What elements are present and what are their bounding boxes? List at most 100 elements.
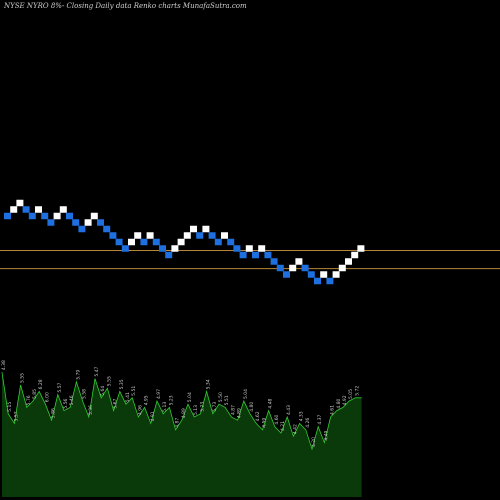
- volume-label: 5.05: [348, 389, 354, 399]
- volume-label: 4.26: [305, 418, 311, 428]
- renko-brick: [227, 238, 235, 246]
- renko-brick: [190, 225, 197, 233]
- volume-label: 5.73: [212, 402, 218, 412]
- volume-label: 5.23: [168, 395, 174, 405]
- renko-brick: [221, 232, 228, 239]
- volume-label: 5.67: [113, 398, 119, 408]
- renko-brick: [183, 232, 191, 239]
- volume-panel: [1, 372, 362, 497]
- volume-label: 5.36: [88, 405, 94, 415]
- volume-label: 6.28: [38, 379, 44, 389]
- renko-brick: [53, 212, 61, 220]
- renko-brick: [307, 271, 315, 278]
- volume-label: 4.89: [237, 408, 243, 418]
- renko-brick: [239, 251, 247, 259]
- volume-label: 5.41: [125, 392, 131, 402]
- renko-brick: [146, 232, 154, 239]
- reference-lines: [0, 249, 500, 270]
- volume-label: 4.43: [286, 405, 292, 415]
- volume-label: 5.56: [63, 398, 69, 408]
- volume-label: 5.55: [106, 376, 112, 386]
- volume-label: 5.04: [187, 392, 193, 402]
- renko-brick: [134, 232, 142, 239]
- renko-bricks: [4, 199, 365, 285]
- volume-label: 5.55: [20, 373, 26, 383]
- volume-label: 5.85: [32, 389, 38, 399]
- renko-brick: [264, 251, 272, 259]
- renko-brick: [208, 232, 216, 239]
- renko-brick: [245, 245, 253, 252]
- renko-brick: [196, 232, 204, 239]
- volume-label: 5.46: [69, 395, 75, 405]
- volume-label: 5.72: [354, 386, 360, 396]
- renko-brick: [84, 219, 92, 226]
- renko-brick: [72, 219, 80, 226]
- renko-brick: [90, 212, 98, 220]
- renko-brick: [214, 238, 222, 246]
- volume-label: 4.92: [342, 395, 348, 405]
- renko-brick: [332, 271, 340, 278]
- renko-brick: [345, 258, 352, 265]
- renko-brick: [258, 245, 266, 252]
- renko-brick: [351, 251, 359, 259]
- volume-label: 5.79: [75, 370, 81, 380]
- volume-label: 5.64: [100, 386, 106, 396]
- renko-brick: [121, 245, 129, 252]
- volume-label: 4.80: [249, 402, 255, 412]
- volume-label: 4.95: [144, 395, 150, 405]
- volume-label: 5.50: [218, 392, 224, 402]
- volume-label: 4.62: [255, 411, 261, 421]
- renko-brick: [171, 245, 179, 252]
- renko-brick: [338, 264, 346, 272]
- renko-brick: [97, 219, 104, 226]
- renko-brick: [314, 277, 321, 285]
- renko-brick: [4, 212, 11, 220]
- renko-brick: [109, 232, 117, 239]
- volume-label: 5.51: [131, 386, 137, 396]
- renko-brick: [10, 206, 18, 213]
- volume-label: 5.57: [57, 382, 63, 392]
- volume-label: 4.97: [156, 389, 162, 399]
- renko-brick: [22, 206, 30, 213]
- renko-brick: [115, 238, 123, 246]
- renko-brick: [140, 238, 148, 246]
- volume-label: 5.47: [94, 366, 100, 376]
- volume-label: 5.13: [193, 405, 199, 415]
- volume-label: 4.37: [317, 414, 323, 424]
- renko-brick: [16, 199, 24, 207]
- renko-brick: [326, 277, 334, 285]
- volume-label: 5.51: [224, 395, 230, 405]
- volume-label: 4.87: [230, 405, 236, 415]
- volume-label: 4.80: [336, 398, 342, 408]
- volume-label: 5.23: [199, 402, 205, 412]
- volume-label: 4.21: [280, 421, 286, 431]
- renko-brick: [283, 271, 290, 278]
- renko-brick: [103, 225, 111, 233]
- renko-brick: [66, 212, 73, 220]
- volume-label: 4.61: [330, 405, 336, 415]
- volume-label: 4.89: [181, 408, 187, 418]
- volume-label: 5.35: [119, 379, 125, 389]
- renko-brick: [35, 206, 42, 213]
- renko-brick: [78, 225, 86, 233]
- renko-brick: [289, 264, 297, 272]
- volume-labels: 4.385.155.575.555.765.856.286.005.865.57…: [1, 360, 360, 447]
- renko-brick: [128, 238, 135, 246]
- volume-label: 4.59: [261, 418, 267, 428]
- volume-label: 5.15: [7, 402, 13, 412]
- volume-label: 4.42: [292, 424, 298, 434]
- volume-label: 4.60: [274, 414, 280, 424]
- renko-brick: [47, 219, 55, 226]
- volume-label: 5.04: [243, 389, 249, 399]
- volume-label: 4.91: [150, 411, 156, 421]
- volume-label: 5.58: [82, 389, 88, 399]
- volume-area: [2, 372, 362, 497]
- renko-brick: [276, 264, 284, 272]
- volume-label: 4.33: [299, 411, 305, 421]
- renko-brick: [159, 245, 166, 252]
- volume-label: 4.49: [323, 430, 329, 440]
- renko-brick: [357, 245, 365, 252]
- volume-label: 4.48: [268, 398, 274, 408]
- renko-brick: [59, 206, 67, 213]
